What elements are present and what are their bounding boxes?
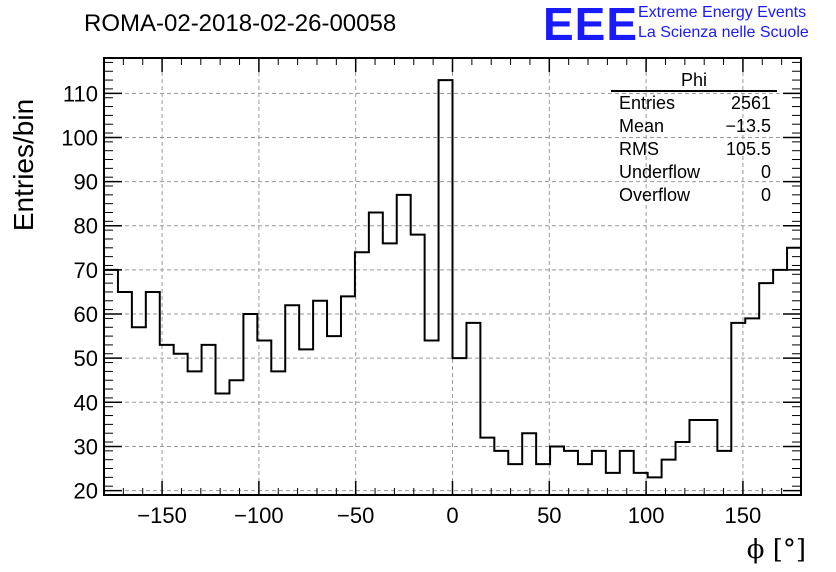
eee-logo: EEE	[543, 0, 639, 50]
y-tick-label: 30	[74, 434, 98, 459]
x-tick-label: 100	[628, 503, 665, 528]
stats-row: RMS 105.5	[611, 138, 777, 161]
y-tick-label: 100	[61, 125, 98, 150]
histogram-series	[104, 79, 801, 479]
y-tick-label: 20	[74, 479, 98, 504]
stats-row: Underflow 0	[611, 161, 777, 184]
stats-divider	[611, 90, 777, 92]
logo-line-2: La Scienza nelle Scuole	[638, 24, 809, 41]
x-tick-label: −150	[137, 503, 187, 528]
stats-label: RMS	[619, 139, 659, 159]
stats-row: Overflow 0	[611, 184, 777, 207]
y-tick-label: 40	[74, 390, 98, 415]
y-tick-label: 80	[74, 214, 98, 239]
y-tick-label: 110	[63, 81, 98, 106]
tick-labels: −150 −100 −50 0 50 100 150 20 30 40 50 60 70 80 90 100 1…	[61, 81, 761, 528]
x-axis-label: ϕ [°]	[746, 535, 806, 565]
chart-title: ROMA-02-2018-02-26-00058	[84, 10, 397, 37]
stats-row: Entries 2561	[611, 92, 777, 115]
y-axis-label-box: Entries/bin	[6, 99, 42, 231]
stats-label: Underflow	[619, 162, 701, 182]
y-axis-label: Entries/bin	[8, 98, 39, 232]
stats-row: Mean −13.5	[611, 115, 777, 138]
stats-value: 2561	[730, 93, 771, 113]
x-tick-label: −50	[337, 503, 374, 528]
x-tick-label: 150	[725, 503, 762, 528]
x-tick-label: 0	[446, 503, 458, 528]
stats-title: Phi	[680, 70, 707, 90]
stats-box: Phi Entries 2561 Mean −13.5 RMS 105.5 Un…	[611, 70, 777, 207]
logo-line-1: Extreme Energy Events	[638, 4, 807, 21]
stats-label: Overflow	[619, 185, 691, 205]
stats-value: 0	[760, 162, 771, 182]
stats-value: 105.5	[725, 139, 771, 159]
stats-label: Mean	[619, 116, 665, 136]
x-tick-label: 50	[537, 503, 561, 528]
x-tick-label: −100	[234, 503, 284, 528]
stats-value: −13.5	[725, 116, 771, 136]
y-tick-label: 60	[74, 302, 98, 327]
axis-ticks	[104, 58, 801, 496]
stats-label: Entries	[619, 93, 676, 113]
y-tick-label: 50	[74, 346, 98, 371]
stats-value: 0	[760, 185, 771, 205]
y-tick-label: 70	[74, 258, 98, 283]
y-tick-label: 90	[74, 170, 98, 195]
